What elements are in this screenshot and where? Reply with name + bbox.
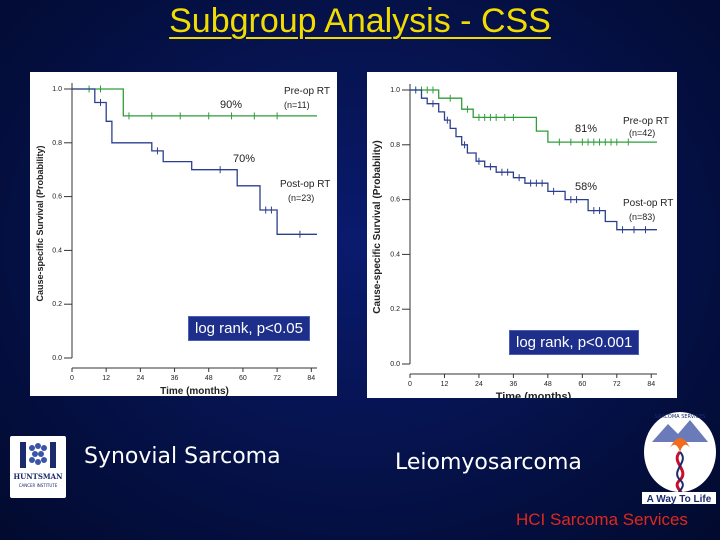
survival-annotation-postop: 58% <box>575 181 597 193</box>
x-tick-label: 24 <box>475 381 483 388</box>
sarcoma-services-logo: SARCOMA SERVICES A Way To Life <box>640 408 718 508</box>
km-plot-synovial: 0.0 0.2 0.4 0.6 0.8 1.0 0 12 24 36 48 60 72 84 Time (m… <box>35 83 330 396</box>
x-tick-label: 84 <box>307 375 315 382</box>
y-tick-label: 0.0 <box>390 361 400 368</box>
x-tick-label: 84 <box>647 381 655 388</box>
legend-n-preop: (n=11) <box>284 100 310 110</box>
caption-leiomyosarcoma: Leiomyosarcoma <box>395 450 582 475</box>
y-tick-label: 0.8 <box>52 140 62 147</box>
legend-label-postop: Post-op RT <box>280 179 330 190</box>
x-tick-label: 60 <box>578 381 586 388</box>
huntsman-logo: HUNTSMAN CANCER INSTITUTE <box>10 436 66 498</box>
x-tick-label: 12 <box>102 375 110 382</box>
survival-annotation-preop: 90% <box>220 99 242 111</box>
y-tick-label: 0.2 <box>390 306 400 313</box>
legend-label-preop: Pre-op RT <box>623 116 669 127</box>
y-axis-label: Cause-specific Survival (Probability) <box>372 140 383 313</box>
km-line-postop <box>72 88 317 235</box>
x-tick-label: 48 <box>205 375 213 382</box>
y-tick-label: 1.0 <box>52 86 62 93</box>
x-tick-label: 60 <box>239 375 247 382</box>
legend-label-preop: Pre-op RT <box>284 86 330 97</box>
x-tick-label: 24 <box>136 375 144 382</box>
x-tick-label: 72 <box>273 375 281 382</box>
x-tick-label: 36 <box>509 381 517 388</box>
km-plot-leiomyosarcoma: 0.0 0.2 0.4 0.6 0.8 1.0 0 12 24 36 48 60 72 84 Time (m… <box>372 84 673 398</box>
legend-n-postop: (n=23) <box>288 193 314 203</box>
y-tick-label: 0.2 <box>52 301 62 308</box>
huntsman-logo-name: HUNTSMAN <box>14 472 64 481</box>
legend-n-preop: (n=42) <box>629 128 655 138</box>
logrank-label-leiomyosarcoma: log rank, p<0.001 <box>509 330 640 355</box>
x-tick-label: 72 <box>613 381 621 388</box>
km-chart-synovial: 0.0 0.2 0.4 0.6 0.8 1.0 0 12 24 36 48 60 72 84 Time (m… <box>30 72 337 396</box>
y-tick-label: 0.8 <box>390 142 400 149</box>
caption-synovial: Synovial Sarcoma <box>84 444 281 469</box>
y-tick-label: 0.4 <box>390 251 400 258</box>
km-line-preop <box>410 89 657 143</box>
footer-credit: HCI Sarcoma Services <box>516 510 688 529</box>
y-axis-label: Cause-specific Survival (Probability) <box>35 145 45 301</box>
x-tick-label: 48 <box>544 381 552 388</box>
slide-title: Subgroup Analysis - CSS <box>169 2 551 40</box>
x-tick-label: 0 <box>408 381 412 388</box>
km-line-postop <box>410 89 657 231</box>
km-chart-leiomyosarcoma: 0.0 0.2 0.4 0.6 0.8 1.0 0 12 24 36 48 60 72 84 Time (m… <box>367 72 677 398</box>
logrank-label-synovial: log rank, p<0.05 <box>188 316 310 341</box>
y-tick-label: 0.6 <box>390 197 400 204</box>
survival-annotation-preop: 81% <box>575 123 597 135</box>
sarcoma-logo-top-text: SARCOMA SERVICES <box>655 414 706 420</box>
x-tick-label: 0 <box>70 375 74 382</box>
x-axis-label: Time (months) <box>496 391 572 398</box>
y-tick-label: 0.0 <box>52 355 62 362</box>
y-tick-label: 0.4 <box>52 247 62 254</box>
x-tick-label: 36 <box>171 375 179 382</box>
y-tick-label: 1.0 <box>390 87 400 94</box>
legend-n-postop: (n=83) <box>629 212 655 222</box>
y-tick-label: 0.6 <box>52 194 62 201</box>
x-tick-label: 12 <box>441 381 449 388</box>
km-line-preop <box>72 88 317 117</box>
survival-annotation-postop: 70% <box>233 153 255 165</box>
x-axis-label: Time (months) <box>160 386 229 396</box>
huntsman-logo-sub: CANCER INSTITUTE <box>19 483 58 488</box>
legend-label-postop: Post-op RT <box>623 198 673 209</box>
sarcoma-logo-tagline: A Way To Life <box>647 494 712 505</box>
